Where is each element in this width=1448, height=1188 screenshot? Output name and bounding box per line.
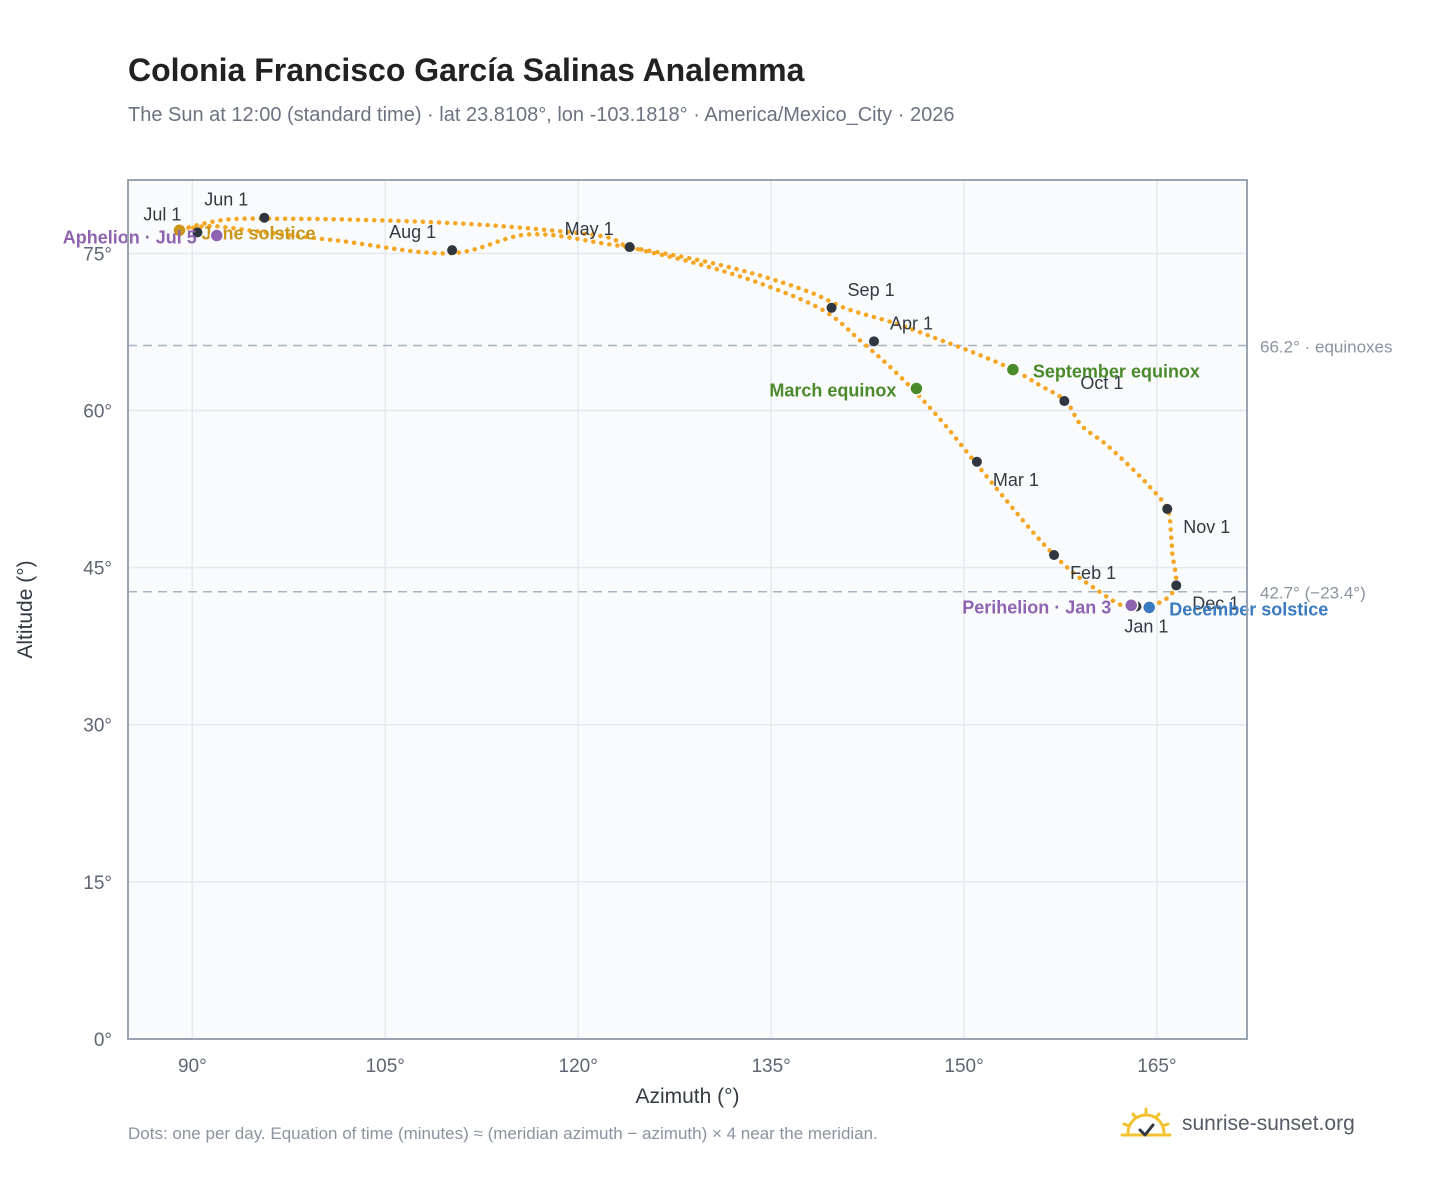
y-tick-label: 45° [83,559,112,580]
month-label: Jul 1 [143,204,181,224]
month-dot [259,212,270,223]
event-dot [1005,362,1021,377]
month-label: Dec 1 [1192,593,1239,613]
y-tick-label: 15° [83,873,112,894]
reference-line-label: 66.2° · equinoxes [1260,338,1393,357]
month-label: Jun 1 [204,190,248,210]
event-label: Perihelion · Jan 3 [962,597,1111,617]
month-dot [1171,580,1182,591]
event-label: June solstice [201,223,315,243]
month-label: Oct 1 [1080,373,1123,393]
chart-title: Colonia Francisco García Salinas Analemm… [128,52,805,88]
y-tick-label: 60° [83,401,112,422]
event-label: March equinox [769,380,896,400]
reference-lines: 66.2° · equinoxes 42.7° (−23.4°) [128,338,1393,603]
month-dot [971,456,982,467]
y-tick-label: 75° [83,244,112,265]
month-dot [447,245,458,256]
event-dot [172,223,187,238]
x-axis-label: Azimuth (°) [635,1085,739,1108]
plot-frame [127,179,1248,1040]
month-dot [1059,396,1070,407]
sun-logo-icon [1120,1107,1172,1137]
month-label: Feb 1 [1070,563,1116,583]
event-label: Aphelion · Jul 5 [63,228,197,248]
month-dot [869,336,879,347]
month-label: Aug 1 [389,222,436,242]
reference-line-label: 42.7° (−23.4°) [1260,584,1366,603]
month-label: Sep 1 [848,280,895,300]
month-label: Jan 1 [1124,616,1168,636]
event-dot [1123,598,1139,613]
brand[interactable]: sunrise-sunset.org [1120,1104,1355,1144]
x-tick-label: 105° [366,1056,405,1077]
footnote: Dots: one per day. Equation of time (min… [128,1124,878,1143]
chart-subtitle: The Sun at 12:00 (standard time) · lat 2… [128,104,955,126]
x-tick-label: 120° [559,1056,598,1077]
event-label: December solstice [1169,599,1328,619]
month-label: May 1 [565,219,614,239]
event-dot [1141,600,1157,615]
event-dot [209,228,224,243]
brand-name[interactable]: sunrise-sunset.org [1182,1112,1355,1135]
x-tick-label: 135° [751,1056,790,1077]
y-tick-label: 30° [83,716,112,737]
event-dot [909,381,924,396]
event-markers: March equinox September equinox June solst… [63,223,1328,619]
month-dot [1162,503,1173,514]
month-markers: Jan 1 Feb 1 Mar 1 Apr 1 May 1 Jun 1 Jul 1 Aug 1… [143,190,1239,637]
y-tick-label: 0° [94,1030,112,1051]
x-tick-label: 165° [1137,1056,1176,1077]
month-label: Nov 1 [1183,517,1230,537]
x-tick-label: 90° [178,1056,207,1077]
event-label: September equinox [1033,362,1200,382]
month-dot [192,227,203,238]
month-dot [1049,550,1060,561]
x-tick-label: 150° [944,1056,983,1077]
month-dot [624,242,635,253]
axis-ticks: 90° 105° 120° 135° 150° 165° 0° 15° 30° 45° 60° 75° [83,244,1176,1077]
plot-area [128,180,1247,1039]
month-dot [826,302,837,313]
month-label: Mar 1 [993,470,1039,490]
month-label: Apr 1 [890,313,933,333]
y-axis-label: Altitude (°) [14,560,37,658]
